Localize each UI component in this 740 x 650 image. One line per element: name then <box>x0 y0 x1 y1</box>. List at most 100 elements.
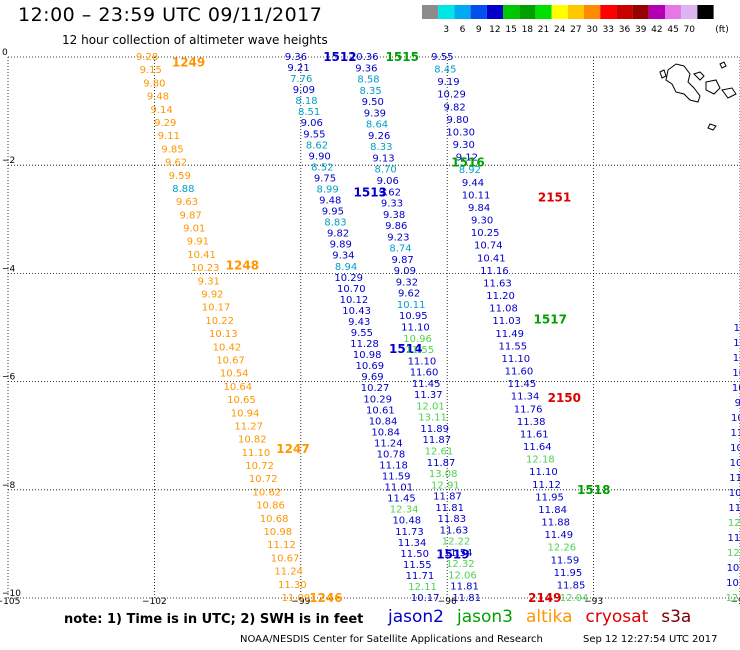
swh-value: 11.03 <box>492 316 521 327</box>
island-santa-cruz <box>705 79 721 95</box>
swh-value: 10.29 <box>363 394 392 405</box>
swh-value: 10.36 <box>350 52 379 63</box>
swh-value: 11.66 <box>729 473 740 484</box>
swh-value: 10.37 <box>732 368 740 379</box>
longitude-tick-label: −93 <box>584 597 603 605</box>
swh-value: 12.26 <box>728 518 740 529</box>
colorbar-tick-label: 30 <box>586 25 598 34</box>
swh-value: 9.23 <box>387 232 409 243</box>
swh-value: 11.34 <box>511 392 540 403</box>
swh-value: 11.10 <box>529 467 558 478</box>
swh-value: 8.99 <box>316 184 338 195</box>
colorbar-swatch <box>600 5 617 19</box>
swh-value: 8.70 <box>374 165 396 176</box>
swh-value: 9.91 <box>187 237 209 248</box>
swh-value: 9.82 <box>327 229 349 240</box>
swh-value: 9.55 <box>303 129 325 140</box>
pass-number-label: 2151 <box>538 191 571 205</box>
swh-value: 11.87 <box>423 435 452 446</box>
swh-value: 10.41 <box>477 253 506 264</box>
swh-value: 10.96 <box>727 563 740 574</box>
swh-value: 10.91 <box>733 338 740 349</box>
swh-value: 10.29 <box>437 90 466 101</box>
swh-value: 9.31 <box>198 276 220 287</box>
swh-value: 11.76 <box>514 404 543 415</box>
swh-value: 11.63 <box>440 525 469 536</box>
swh-value: 11.50 <box>400 549 429 560</box>
swh-value: 11.85 <box>557 580 586 591</box>
swh-value: 9.48 <box>319 196 341 207</box>
generation-timestamp: Sep 12 12:27:54 UTC 2017 <box>583 634 718 645</box>
swh-value: 11.16 <box>480 266 509 277</box>
latitude-tick-label: −6 <box>2 373 16 383</box>
swh-value: 9.11 <box>158 131 180 142</box>
colorbar-tick-label: 15 <box>505 25 516 34</box>
swh-value: 10.69 <box>355 361 384 372</box>
swh-value: 12.34 <box>390 505 419 516</box>
swh-value: 9.32 <box>396 277 418 288</box>
swh-value: 9.55 <box>351 328 373 339</box>
swh-value: 10.11 <box>397 300 426 311</box>
swh-value: 9.55 <box>431 52 453 63</box>
swh-value: 9.75 <box>314 173 336 184</box>
swh-value: 11.18 <box>379 461 408 472</box>
colorbar-tick-label: 27 <box>570 25 581 34</box>
colorbar-tick-label: 70 <box>684 25 696 34</box>
swh-value: 11.38 <box>517 417 546 428</box>
colorbar-tick-label: 18 <box>522 25 534 34</box>
swh-value: 10.23 <box>191 263 220 274</box>
pass-number-label: 1519 <box>436 548 469 562</box>
legend-item-jason2: jason2 <box>388 607 444 627</box>
swh-value: 10.29 <box>334 273 363 284</box>
swh-value: 9.09 <box>394 266 416 277</box>
swh-value: 11.17 <box>728 503 740 514</box>
swh-value: 11.71 <box>406 571 435 582</box>
pass-number-label: 2150 <box>548 391 581 405</box>
swh-value: 11.45 <box>508 379 537 390</box>
swh-value: 11.81 <box>452 593 481 604</box>
pass-number-label: 1513 <box>354 185 387 199</box>
swh-value: 8.58 <box>357 75 379 86</box>
swh-value: 10.27 <box>361 383 390 394</box>
swh-value: 11.84 <box>538 505 567 516</box>
swh-value: 11.88 <box>541 518 570 529</box>
swh-value: 11.60 <box>505 367 534 378</box>
colorbar-swatch <box>454 5 471 19</box>
colorbar-tick-label: 42 <box>651 25 662 34</box>
swh-value: 9.12 <box>456 153 478 164</box>
swh-value: 12.22 <box>442 537 471 548</box>
swh-value: 10.72 <box>249 474 278 485</box>
swh-value: 9.36 <box>355 63 377 74</box>
swh-value: 11.89 <box>420 424 449 435</box>
colorbar-tick-label: 9 <box>476 25 482 34</box>
longitude-tick-label: −102 <box>142 597 167 605</box>
swh-value: 10.94 <box>231 408 260 419</box>
swh-value: 9.63 <box>176 197 198 208</box>
swh-value: 8.88 <box>172 184 194 195</box>
swh-value: 10.85 <box>731 413 740 424</box>
swh-value: 9.39 <box>364 108 386 119</box>
colorbar-tick-label: 33 <box>603 25 614 34</box>
swh-value: 11.12 <box>267 540 296 551</box>
swh-value: 11.81 <box>450 582 479 593</box>
swh-value: 10.62 <box>253 487 282 498</box>
island-isabela <box>665 63 701 103</box>
swh-value: 9.87 <box>180 210 202 221</box>
swh-value: 10.68 <box>260 514 289 525</box>
swh-value: 9.95 <box>322 207 344 218</box>
colorbar-swatch <box>551 5 568 19</box>
longitude-tick-label: −105 <box>0 597 20 605</box>
swh-value: 10.98 <box>353 350 382 361</box>
swh-value: 9.80 <box>143 78 165 89</box>
swh-value: 10.42 <box>213 342 242 353</box>
pass-number-label: 1516 <box>451 155 484 169</box>
swh-value: 13.11 <box>418 413 447 424</box>
swh-value: 12.32 <box>446 559 475 570</box>
swh-value: 10.73 <box>730 443 740 454</box>
swh-value: 10.95 <box>399 311 428 322</box>
colorbar-swatch <box>697 5 714 19</box>
swh-value: 12.12 <box>726 593 740 604</box>
swh-value: 10.84 <box>371 427 400 438</box>
swh-value: 11.10 <box>408 356 437 367</box>
swh-value: 9.86 <box>385 221 407 232</box>
